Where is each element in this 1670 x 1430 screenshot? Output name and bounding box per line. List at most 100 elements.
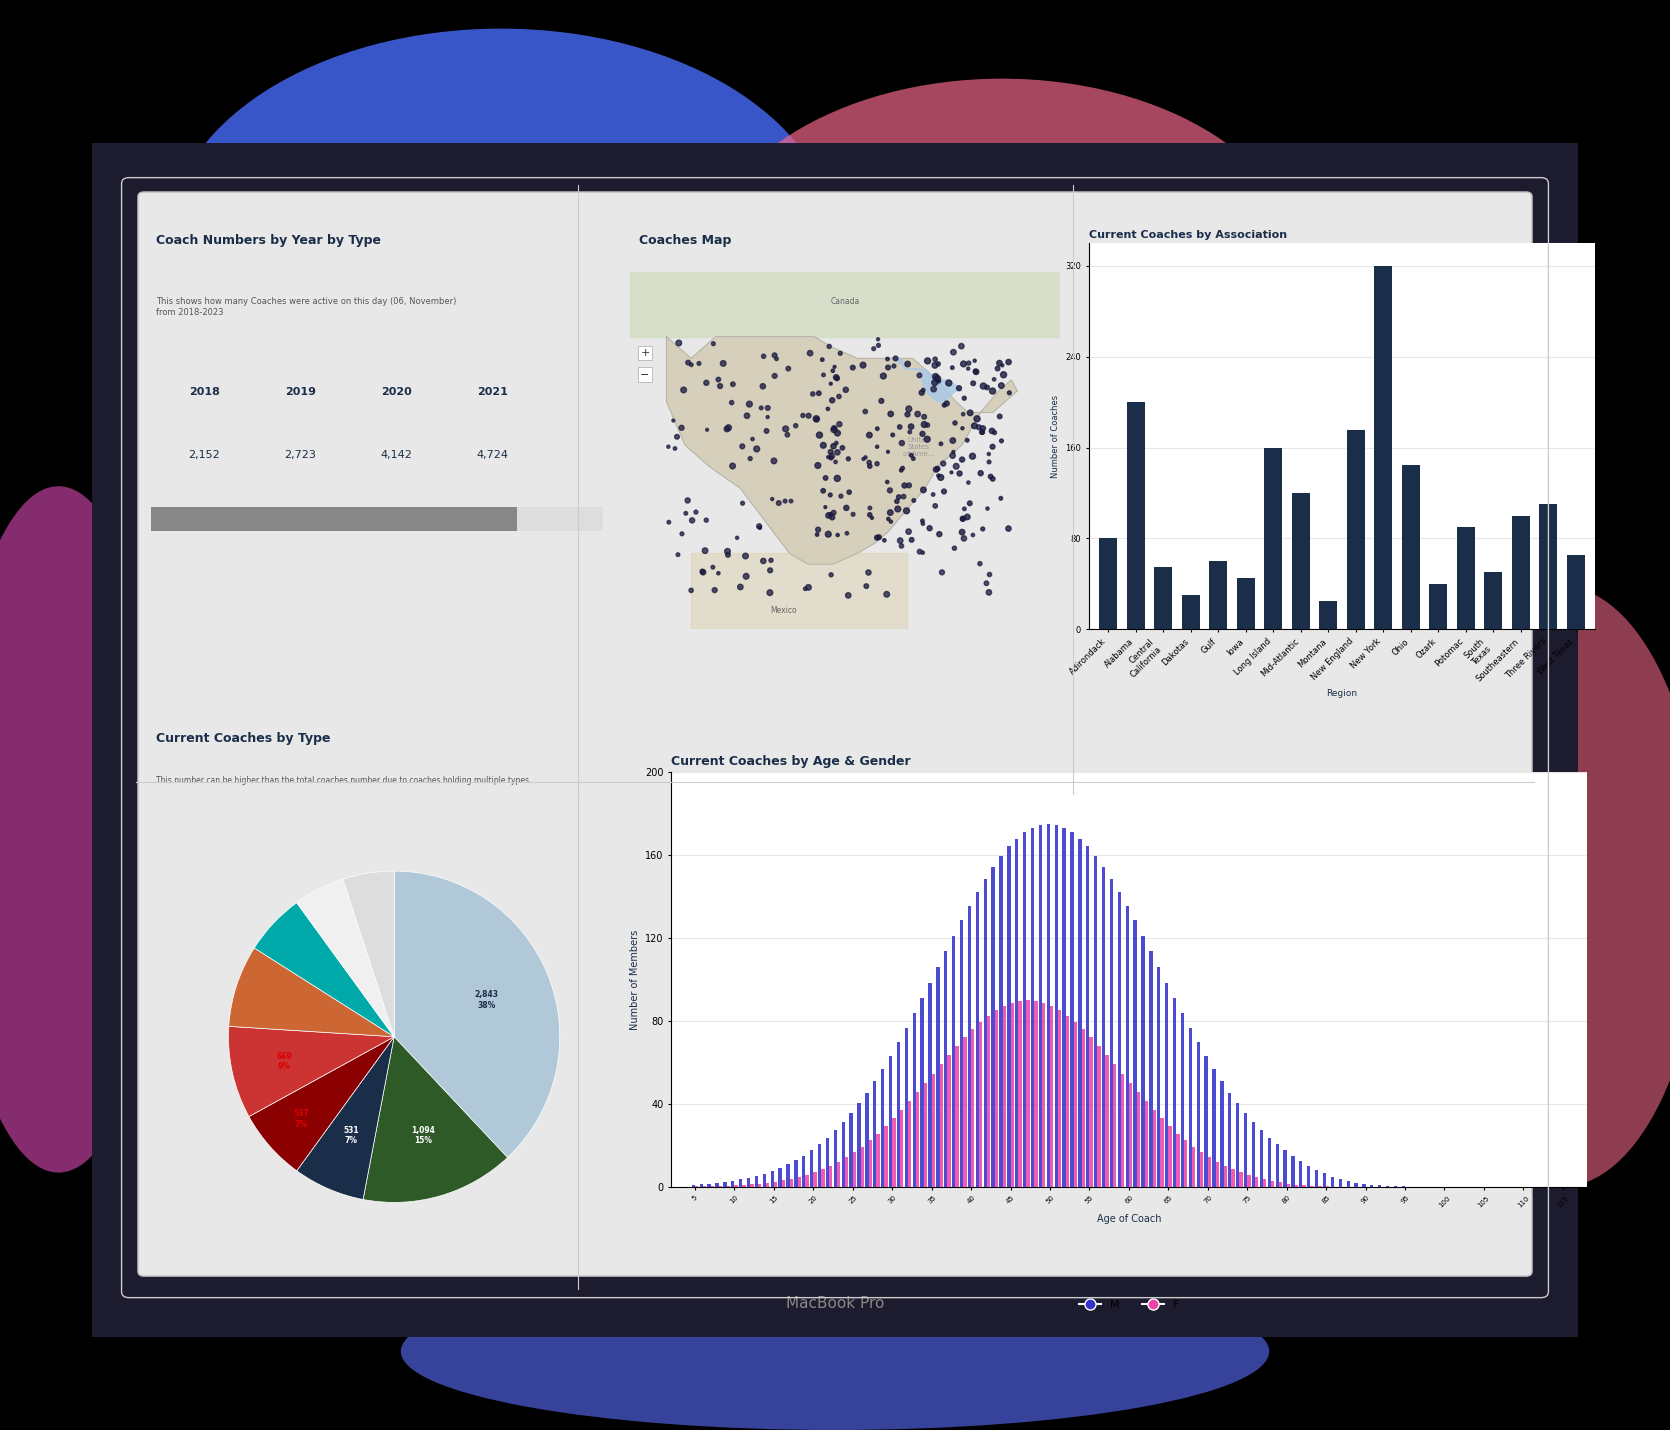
Point: [857, 423, 883, 446]
Bar: [1346, 430, 1364, 629]
Bar: [1363, 1184, 1366, 1187]
Point: [661, 438, 688, 460]
Point: [812, 496, 838, 519]
Point: [977, 465, 1004, 488]
Point: [835, 448, 862, 470]
Point: [967, 462, 994, 485]
Bar: [857, 1104, 860, 1187]
Bar: [750, 1184, 753, 1187]
Point: [913, 413, 940, 436]
Bar: [1015, 838, 1019, 1187]
Bar: [940, 1064, 944, 1187]
Point: [803, 408, 830, 430]
Ellipse shape: [1420, 586, 1670, 1187]
Point: [690, 561, 716, 583]
Point: [762, 343, 788, 366]
Bar: [1323, 1174, 1326, 1187]
Text: 2019: 2019: [286, 386, 316, 396]
Bar: [1126, 905, 1129, 1187]
Point: [990, 363, 1017, 386]
Bar: [1102, 867, 1106, 1187]
Bar: [1354, 1183, 1358, 1187]
Bar: [1204, 1057, 1207, 1187]
Point: [675, 489, 701, 512]
Point: [969, 420, 995, 443]
Point: [967, 552, 994, 575]
Bar: [1374, 266, 1393, 629]
Bar: [995, 1011, 999, 1187]
Point: [964, 360, 990, 383]
Point: [740, 428, 767, 450]
Point: [925, 465, 952, 488]
Bar: [1201, 1153, 1204, 1187]
Bar: [1231, 1170, 1234, 1187]
Text: 2020: 2020: [381, 386, 412, 396]
Point: [817, 440, 843, 463]
Point: [730, 492, 757, 515]
Point: [670, 379, 696, 402]
Bar: [787, 1164, 790, 1187]
Point: [975, 450, 1002, 473]
FancyBboxPatch shape: [73, 129, 1597, 1351]
Point: [960, 415, 987, 438]
Point: [835, 480, 862, 503]
Point: [995, 350, 1022, 373]
Bar: [1237, 578, 1254, 629]
Bar: [1079, 838, 1082, 1187]
Point: [900, 489, 927, 512]
Bar: [1149, 951, 1152, 1187]
Bar: [1239, 1173, 1242, 1187]
Point: [818, 506, 845, 529]
X-axis label: Region: Region: [1326, 689, 1358, 698]
Point: [980, 368, 1007, 390]
Point: [755, 396, 782, 419]
Point: [850, 353, 877, 376]
Point: [691, 539, 718, 562]
Point: [850, 448, 877, 470]
Point: [890, 485, 917, 508]
Polygon shape: [893, 359, 962, 402]
Point: [823, 440, 850, 463]
Bar: [924, 1083, 927, 1187]
Bar: [1057, 1011, 1060, 1187]
Point: [833, 522, 860, 545]
Point: [758, 488, 785, 511]
Bar: [1034, 1001, 1037, 1187]
Point: [880, 355, 907, 378]
Text: 4,724: 4,724: [478, 450, 509, 460]
Bar: [892, 1118, 895, 1187]
Bar: [755, 1175, 758, 1187]
Point: [835, 583, 862, 606]
Text: Current Coaches by Age & Gender: Current Coaches by Age & Gender: [671, 755, 910, 768]
Bar: [813, 1173, 817, 1187]
Point: [795, 405, 822, 428]
Point: [733, 405, 760, 428]
Point: [922, 372, 949, 395]
Bar: [932, 1074, 935, 1187]
Point: [870, 365, 897, 388]
Bar: [1369, 1184, 1373, 1187]
Polygon shape: [691, 553, 907, 629]
Text: 2,843
38%: 2,843 38%: [474, 991, 499, 1010]
Point: [810, 363, 837, 386]
Point: [810, 479, 837, 502]
Bar: [1042, 1002, 1045, 1187]
Text: 531
7%: 531 7%: [344, 1125, 359, 1145]
Bar: [1117, 892, 1121, 1187]
Point: [987, 486, 1014, 509]
Bar: [743, 1185, 746, 1187]
Point: [965, 416, 992, 439]
Point: [922, 347, 949, 370]
Point: [715, 541, 741, 563]
Text: Current Coaches by Type: Current Coaches by Type: [157, 732, 331, 745]
Point: [660, 409, 686, 432]
Bar: [802, 1155, 805, 1187]
Point: [817, 335, 843, 358]
Point: [690, 561, 716, 583]
Bar: [873, 1081, 877, 1187]
Bar: [900, 1110, 903, 1187]
Wedge shape: [297, 1037, 394, 1200]
Point: [873, 470, 900, 493]
Point: [950, 403, 977, 426]
Bar: [740, 1180, 743, 1187]
